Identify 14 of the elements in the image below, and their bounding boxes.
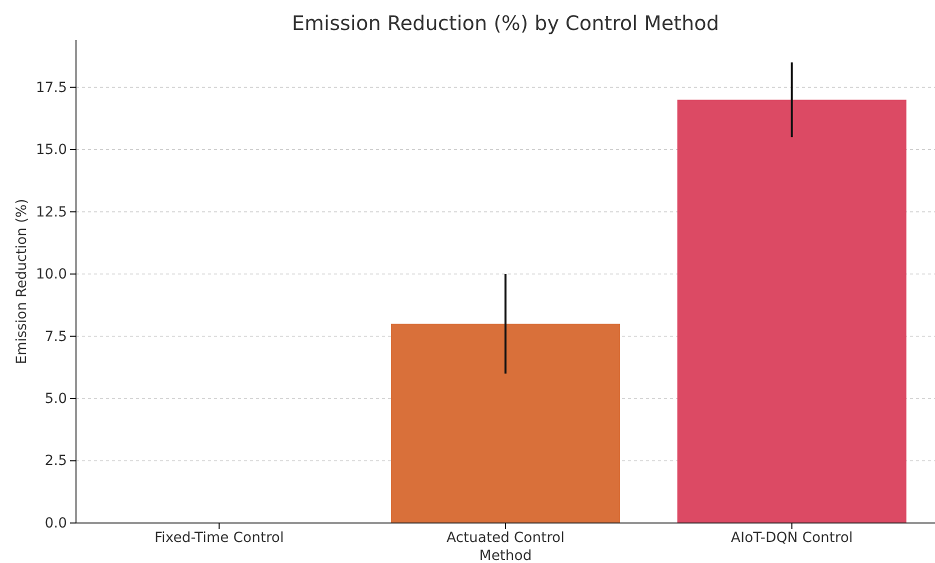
x-tick-label: AIoT-DQN Control bbox=[730, 530, 853, 546]
chart-title: Emission Reduction (%) by Control Method bbox=[292, 11, 720, 35]
x-axis-title: Method bbox=[479, 548, 532, 563]
y-tick-label: 2.5 bbox=[44, 453, 67, 470]
y-tick-label: 15.0 bbox=[36, 142, 67, 158]
y-tick-label: 17.5 bbox=[36, 80, 67, 96]
y-tick-label: 0.0 bbox=[44, 515, 67, 532]
y-axis-title: Emission Reduction (%) bbox=[14, 198, 30, 364]
y-tick-label: 10.0 bbox=[36, 266, 67, 283]
x-tick-label: Actuated Control bbox=[446, 530, 565, 546]
x-tick-label: Fixed-Time Control bbox=[154, 530, 284, 546]
y-tick-label: 12.5 bbox=[36, 204, 67, 220]
y-tick-label: 5.0 bbox=[44, 390, 67, 407]
y-tick-label: 7.5 bbox=[44, 328, 67, 345]
